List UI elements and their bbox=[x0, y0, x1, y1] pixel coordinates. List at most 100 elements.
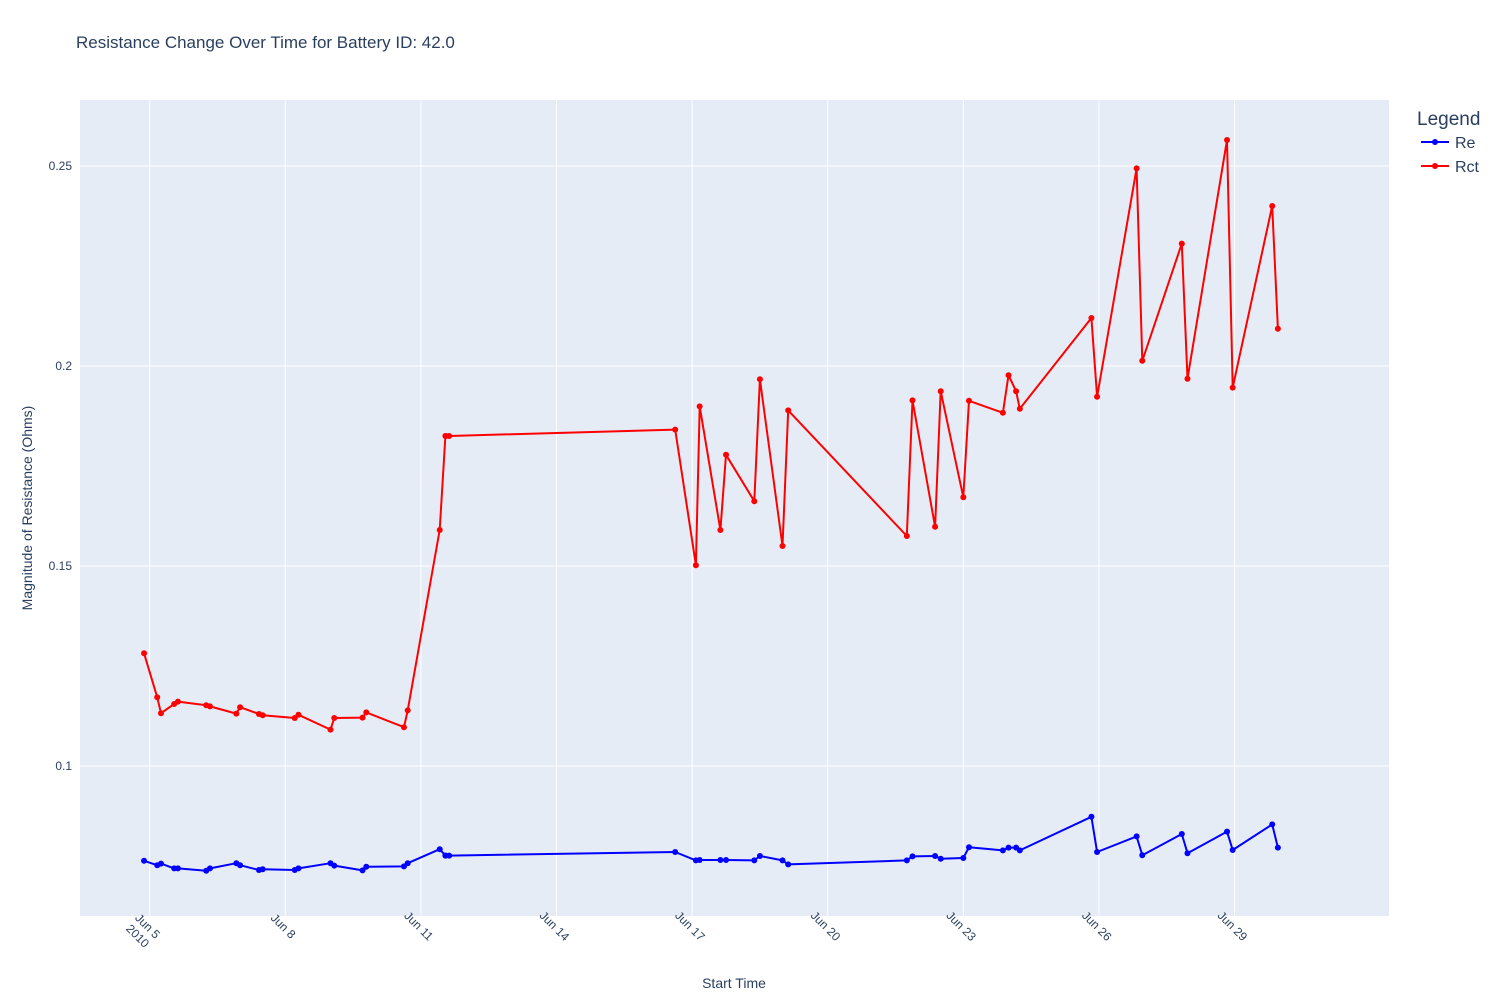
data-point-re bbox=[1133, 833, 1140, 840]
data-point-rct bbox=[157, 710, 164, 717]
data-point-re bbox=[1184, 850, 1191, 857]
data-point-re bbox=[965, 844, 972, 851]
data-point-rct bbox=[723, 451, 730, 458]
data-point-re bbox=[960, 855, 967, 861]
data-point-re bbox=[717, 857, 724, 863]
data-point-rct bbox=[960, 494, 967, 501]
legend-item-rct[interactable]: Rct bbox=[1421, 159, 1480, 176]
data-point-rct bbox=[779, 543, 786, 549]
data-point-re bbox=[1088, 813, 1095, 820]
data-point-re bbox=[785, 861, 792, 868]
data-point-re bbox=[363, 863, 370, 870]
data-point-rct bbox=[672, 426, 679, 433]
data-point-rct bbox=[1094, 393, 1101, 400]
data-point-re bbox=[359, 867, 366, 874]
data-point-re bbox=[446, 852, 453, 859]
data-point-rct bbox=[400, 724, 407, 731]
legend-item-re[interactable]: Re bbox=[1421, 135, 1476, 152]
series-line-rct bbox=[143, 139, 1279, 731]
data-point-rct bbox=[359, 714, 366, 721]
data-point-rct bbox=[436, 527, 443, 533]
data-point-rct bbox=[937, 388, 944, 395]
legend: Legend Re Rct bbox=[1417, 109, 1480, 176]
data-point-rct bbox=[1224, 137, 1231, 143]
data-point-re bbox=[259, 866, 266, 873]
data-point-re bbox=[1274, 844, 1281, 851]
data-point-re bbox=[779, 857, 786, 864]
data-point-rct bbox=[1274, 325, 1281, 332]
data-point-rct bbox=[295, 711, 302, 718]
data-point-rct bbox=[206, 703, 213, 710]
data-point-rct bbox=[1133, 165, 1140, 172]
data-point-re bbox=[751, 857, 758, 864]
data-point-rct bbox=[696, 403, 703, 410]
data-point-re bbox=[723, 857, 730, 863]
x-axis-title: Start Time bbox=[702, 975, 766, 991]
data-point-re bbox=[1229, 847, 1236, 853]
data-point-rct bbox=[363, 709, 370, 716]
series-line-re bbox=[143, 815, 1279, 872]
data-point-rct bbox=[932, 523, 939, 530]
legend-label-re: Re bbox=[1455, 135, 1476, 152]
grid bbox=[80, 100, 1389, 916]
data-point-rct bbox=[331, 715, 338, 721]
data-point-rct bbox=[404, 707, 411, 714]
data-point-rct bbox=[327, 726, 334, 733]
plot-background bbox=[80, 100, 1389, 916]
legend-title: Legend bbox=[1417, 109, 1480, 130]
data-point-rct bbox=[756, 376, 763, 383]
data-point-rct bbox=[259, 712, 266, 719]
data-point-rct bbox=[1178, 240, 1185, 247]
data-point-re bbox=[937, 855, 944, 862]
data-point-rct bbox=[999, 409, 1006, 416]
y-tick-label: 0.25 bbox=[49, 159, 73, 173]
data-point-re bbox=[331, 862, 338, 869]
data-point-re bbox=[157, 860, 164, 867]
data-point-rct bbox=[1013, 388, 1020, 395]
data-point-rct bbox=[233, 710, 240, 717]
data-point-rct bbox=[1229, 384, 1236, 391]
data-point-re bbox=[436, 846, 443, 853]
data-point-re bbox=[932, 853, 939, 859]
data-point-rct bbox=[903, 533, 910, 539]
y-axis-title: Magnitude of Resistance (Ohms) bbox=[19, 406, 35, 611]
data-point-re bbox=[909, 853, 916, 860]
legend-marker-rct bbox=[1432, 163, 1438, 169]
data-point-re bbox=[1178, 831, 1185, 837]
data-point-rct bbox=[237, 704, 244, 711]
data-point-re bbox=[237, 862, 244, 869]
data-point-rct bbox=[965, 397, 972, 404]
data-point-rct bbox=[446, 433, 453, 439]
chart-title: Resistance Change Over Time for Battery … bbox=[76, 33, 455, 52]
data-point-re bbox=[999, 847, 1006, 854]
data-point-rct bbox=[1139, 357, 1146, 364]
data-point-rct bbox=[141, 650, 148, 657]
y-axis-ticks: 0.1 0.15 0.2 0.25 bbox=[49, 159, 73, 773]
data-point-rct bbox=[1005, 372, 1012, 379]
data-point-re bbox=[903, 857, 910, 864]
data-point-re bbox=[295, 865, 302, 872]
data-point-re bbox=[206, 865, 213, 872]
data-point-rct bbox=[692, 562, 699, 569]
data-point-rct bbox=[1269, 203, 1276, 209]
data-point-re bbox=[1139, 852, 1146, 859]
data-point-re bbox=[1269, 821, 1276, 828]
data-point-re bbox=[141, 857, 148, 864]
data-point-rct bbox=[785, 407, 792, 414]
data-point-rct bbox=[154, 694, 161, 701]
data-point-re bbox=[1005, 844, 1012, 851]
y-tick-label: 0.1 bbox=[55, 759, 72, 773]
data-point-rct bbox=[1016, 405, 1023, 412]
data-point-rct bbox=[1088, 315, 1095, 321]
legend-label-rct: Rct bbox=[1455, 159, 1480, 176]
data-point-rct bbox=[174, 698, 181, 705]
data-point-rct bbox=[717, 527, 724, 533]
data-point-re bbox=[756, 853, 763, 859]
data-point-re bbox=[404, 860, 411, 867]
series-group bbox=[141, 137, 1281, 874]
data-point-rct bbox=[751, 498, 758, 505]
data-point-re bbox=[1016, 847, 1023, 854]
data-point-re bbox=[174, 865, 181, 872]
